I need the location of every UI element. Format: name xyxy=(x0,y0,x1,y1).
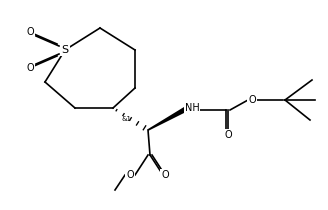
Polygon shape xyxy=(148,107,184,131)
Text: O: O xyxy=(161,170,169,180)
Text: &1: &1 xyxy=(121,116,131,122)
Text: O: O xyxy=(26,63,34,73)
Text: O: O xyxy=(248,95,256,105)
Text: O: O xyxy=(224,130,232,140)
Text: S: S xyxy=(61,45,69,55)
Text: O: O xyxy=(126,170,134,180)
Text: NH: NH xyxy=(185,103,199,113)
Text: O: O xyxy=(26,27,34,37)
